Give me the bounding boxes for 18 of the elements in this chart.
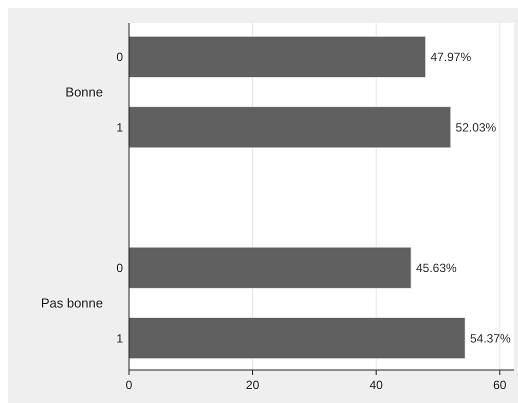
bar: [128, 247, 412, 288]
y-tick-label: 0: [116, 261, 124, 275]
bar: [128, 36, 426, 78]
y-tick-label: 1: [116, 331, 124, 346]
x-tick-label: 60: [493, 378, 507, 392]
y-tick-label: 1: [116, 120, 124, 134]
data-label: 52.03%: [456, 120, 497, 134]
data-label: 45.63%: [416, 261, 458, 275]
x-tick-label: 0: [126, 378, 133, 392]
text: Pas bonne: [40, 296, 103, 310]
data-label: 47.97%: [430, 50, 472, 64]
bar: [128, 317, 466, 359]
y-tick-label: 0: [116, 50, 124, 64]
x-tick-label: 20: [246, 378, 260, 392]
data-label: 54.37%: [470, 331, 512, 346]
x-tick-label: 40: [370, 378, 384, 392]
text: Bonne: [65, 84, 103, 100]
bar: [128, 106, 451, 148]
